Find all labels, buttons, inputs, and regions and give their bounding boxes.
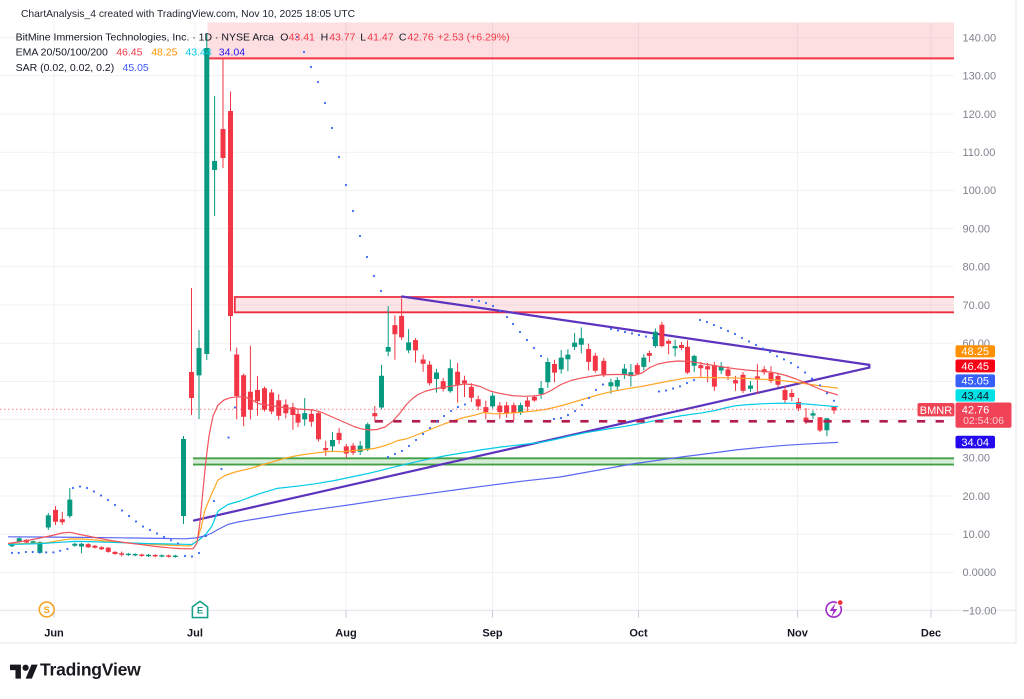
svg-text:Jul: Jul — [187, 628, 203, 640]
svg-text:Oct: Oct — [629, 628, 648, 640]
svg-text:10.00: 10.00 — [963, 529, 991, 541]
svg-text:42.76: 42.76 — [407, 31, 433, 43]
svg-text:90.00: 90.00 — [963, 223, 991, 235]
svg-text:100.00: 100.00 — [963, 185, 997, 197]
svg-text:E: E — [197, 606, 203, 617]
svg-text:48.25: 48.25 — [151, 47, 177, 59]
svg-text:BitMine Immersion Technologies: BitMine Immersion Technologies, Inc. · 1… — [16, 31, 274, 43]
svg-text:EMA 20/50/100/200: EMA 20/50/100/200 — [16, 47, 108, 59]
svg-text:130.00: 130.00 — [963, 71, 997, 83]
svg-text:46.45: 46.45 — [116, 47, 142, 59]
svg-text:ChartAnalysis_4 created with T: ChartAnalysis_4 created with TradingView… — [21, 9, 356, 20]
svg-text:43.44: 43.44 — [185, 47, 211, 59]
svg-text:110.00: 110.00 — [963, 147, 996, 159]
svg-text:Nov: Nov — [787, 628, 809, 640]
svg-text:42.76: 42.76 — [962, 405, 990, 417]
svg-text:34.04: 34.04 — [961, 437, 989, 449]
svg-text:Aug: Aug — [335, 628, 356, 640]
svg-text:O: O — [280, 31, 288, 43]
svg-text:L: L — [360, 31, 366, 43]
svg-text:H: H — [321, 31, 329, 43]
svg-text:Jun: Jun — [44, 628, 64, 640]
svg-text:20.00: 20.00 — [963, 491, 991, 503]
svg-text:45.05: 45.05 — [961, 376, 989, 388]
svg-text:140.00: 140.00 — [963, 32, 997, 44]
svg-text:SAR (0.02, 0.02, 0.2): SAR (0.02, 0.02, 0.2) — [16, 62, 115, 74]
svg-text:−10.00: −10.00 — [963, 605, 997, 617]
svg-text:Sep: Sep — [482, 628, 502, 640]
svg-text:80.00: 80.00 — [963, 262, 991, 274]
svg-text:34.04: 34.04 — [219, 47, 245, 59]
svg-text:120.00: 120.00 — [963, 109, 997, 121]
svg-text:43.77: 43.77 — [329, 31, 355, 43]
svg-text:TradingView: TradingView — [40, 660, 141, 680]
svg-text:46.45: 46.45 — [961, 361, 989, 373]
svg-text:C: C — [399, 31, 407, 43]
svg-text:70.00: 70.00 — [963, 300, 991, 312]
svg-text:43.44: 43.44 — [961, 390, 989, 402]
svg-text:Dec: Dec — [921, 628, 941, 640]
svg-text:45.05: 45.05 — [123, 62, 149, 74]
svg-text:S: S — [44, 605, 50, 616]
svg-text:43.41: 43.41 — [289, 31, 315, 43]
svg-text:41.47: 41.47 — [367, 31, 393, 43]
svg-text:48.25: 48.25 — [961, 346, 989, 358]
svg-text:BMNR: BMNR — [920, 405, 952, 417]
svg-text:0.0000: 0.0000 — [963, 567, 997, 579]
svg-text:30.00: 30.00 — [963, 453, 991, 465]
svg-text:+2.53 (+6.29%): +2.53 (+6.29%) — [437, 31, 509, 43]
svg-text:02:54:06: 02:54:06 — [963, 415, 1004, 427]
